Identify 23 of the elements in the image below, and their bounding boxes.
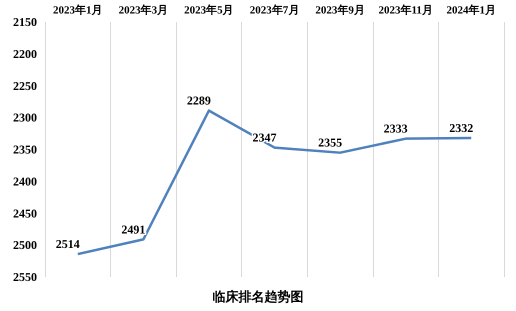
y-tick-label: 2400 — [13, 174, 37, 188]
data-label: 2491 — [121, 222, 146, 236]
x-tick-label: 2024年1月 — [446, 4, 496, 16]
data-label: 2514 — [56, 237, 80, 252]
y-tick-label: 2450 — [13, 206, 37, 220]
x-tick-label: 2023年11月 — [378, 4, 433, 16]
data-label: 2332 — [449, 121, 474, 136]
data-label: 2289 — [186, 94, 211, 108]
y-tick-label: 2150 — [13, 15, 37, 29]
x-tick-label: 2023年3月 — [118, 4, 168, 16]
y-tick-label: 2200 — [13, 46, 37, 61]
data-label: 2355 — [318, 136, 342, 150]
text: 临床排名趋势图 — [212, 289, 304, 305]
y-tick-label: 2350 — [13, 142, 37, 156]
y-tick-label: 2250 — [13, 78, 37, 93]
x-tick-label: 2023年1月 — [53, 4, 103, 16]
x-tick-label: 2023年7月 — [250, 4, 300, 16]
y-tick-label: 2300 — [13, 110, 37, 125]
data-label: 2333 — [384, 122, 408, 136]
y-tick-label: 2550 — [13, 270, 37, 284]
x-tick-label: 2023年5月 — [184, 4, 234, 16]
y-tick-label: 2500 — [13, 238, 37, 252]
x-tick-label: 2023年9月 — [315, 4, 365, 16]
